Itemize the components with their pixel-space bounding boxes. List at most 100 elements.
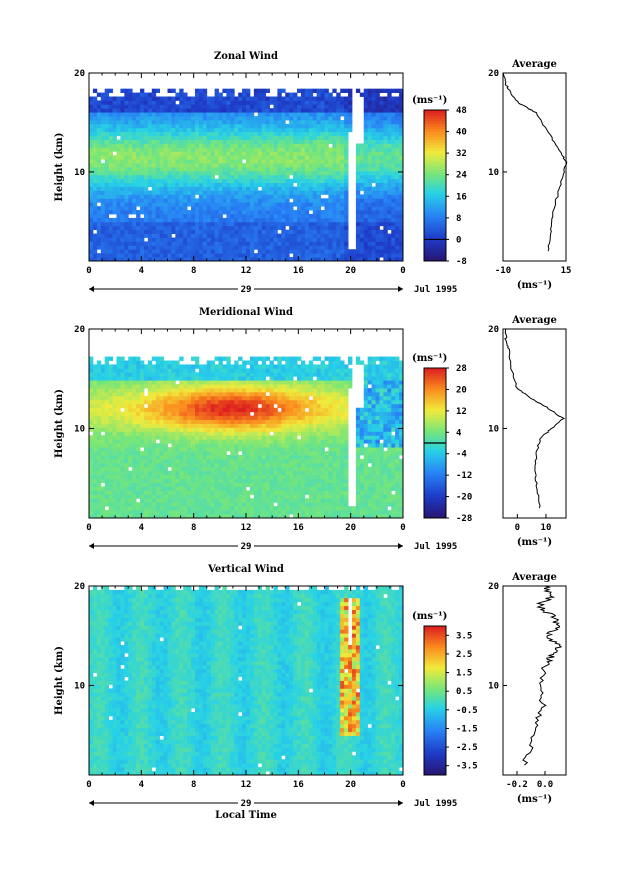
heatmap-cell <box>179 206 184 211</box>
heatmap-cell <box>187 427 192 432</box>
heatmap-cell <box>332 198 337 203</box>
heatmap-cell <box>194 127 200 133</box>
heatmap-cell <box>179 257 184 262</box>
heatmap-cell <box>316 229 321 234</box>
heatmap-cell <box>108 127 113 133</box>
heatmap-cell <box>100 395 106 401</box>
heatmap-cell <box>332 135 337 140</box>
heatmap-cell <box>222 170 227 176</box>
heatmap-cell <box>214 411 219 417</box>
heatmap-cell <box>234 455 239 460</box>
heatmap-cell <box>191 127 196 133</box>
heatmap-cell <box>96 170 102 176</box>
heatmap-cell <box>285 206 290 211</box>
heatmap-cell <box>89 159 94 164</box>
heatmap-cell <box>187 253 192 258</box>
heatmap-cell <box>100 217 106 223</box>
heatmap-cell <box>116 104 121 109</box>
heatmap-cell <box>143 245 149 250</box>
heatmap-cell <box>304 143 310 148</box>
heatmap-cell <box>167 470 172 476</box>
heatmap-cell <box>183 462 188 468</box>
heatmap-cell <box>112 470 117 476</box>
heatmap-cell <box>132 474 137 480</box>
heatmap-cell <box>261 147 267 152</box>
heatmap-cell <box>194 494 200 499</box>
heatmap-cell <box>395 253 400 258</box>
heatmap-cell <box>387 88 392 93</box>
heatmap-cell <box>175 155 180 160</box>
heatmap-cell <box>210 245 216 250</box>
heatmap-cell <box>202 155 208 160</box>
heatmap-cell <box>293 163 298 168</box>
heatmap-cell <box>379 214 384 219</box>
heatmap-cell <box>226 510 231 515</box>
heatmap-cell <box>179 108 184 113</box>
heatmap-cell <box>222 155 227 160</box>
heatmap-cell <box>104 423 110 428</box>
heatmap-cell <box>163 372 168 377</box>
heatmap-cell <box>226 411 231 417</box>
heatmap-cell <box>304 92 310 97</box>
heatmap-cell <box>242 233 247 238</box>
heatmap-cell <box>140 104 145 109</box>
heatmap-cell <box>320 198 325 203</box>
heatmap-cell <box>116 490 121 495</box>
heatmap-cell <box>191 170 196 176</box>
heatmap-cell <box>340 123 345 129</box>
heatmap-cell <box>89 155 94 160</box>
heatmap-cell <box>120 155 125 160</box>
heatmap-cell <box>320 112 325 117</box>
heatmap-cell <box>136 92 141 97</box>
heatmap-cell <box>112 462 117 468</box>
heatmap-cell <box>340 198 345 203</box>
heatmap-cell <box>155 245 161 250</box>
heatmap-cell <box>391 206 396 211</box>
heatmap-cell <box>238 210 243 215</box>
heatmap-cell <box>112 123 117 129</box>
heatmap-cell <box>281 174 286 180</box>
heatmap-cell <box>367 241 373 246</box>
heatmap-cell <box>143 399 149 405</box>
heatmap-cell <box>132 443 137 448</box>
heatmap-cell <box>202 253 208 258</box>
heatmap-cell <box>202 498 208 503</box>
heatmap-cell <box>198 447 204 452</box>
heatmap-cell <box>202 411 208 417</box>
heatmap-cell <box>379 237 384 242</box>
heatmap-cell <box>143 112 149 117</box>
heatmap-cell <box>89 407 94 413</box>
heatmap-cell <box>285 155 290 160</box>
heatmap-cell <box>175 257 180 262</box>
heatmap-cell <box>320 217 325 223</box>
heatmap-cell <box>210 163 216 168</box>
heatmap-cell <box>171 217 176 223</box>
heatmap-cell <box>273 214 278 219</box>
heatmap-cell <box>253 198 259 203</box>
heatmap-cell <box>249 186 255 191</box>
heatmap-cell <box>218 221 223 227</box>
heatmap-cell <box>214 478 219 483</box>
heatmap-cell <box>277 159 282 164</box>
heatmap-cell <box>289 151 294 156</box>
heatmap-cell <box>155 356 161 361</box>
heatmap-cell <box>96 123 102 129</box>
heatmap-cell <box>96 368 102 373</box>
heatmap-cell <box>96 376 102 381</box>
heatmap-cell <box>218 427 223 432</box>
heatmap-cell <box>222 225 227 231</box>
heatmap-cell <box>222 123 227 129</box>
heatmap-cell <box>226 214 231 219</box>
heatmap-cell <box>151 415 157 420</box>
heatmap-cell <box>234 249 239 254</box>
heatmap-cell <box>230 419 235 424</box>
heatmap-cell <box>159 245 164 250</box>
heatmap-cell <box>399 116 404 121</box>
heatmap-cell <box>375 190 380 195</box>
heatmap-cell <box>108 458 113 464</box>
heatmap-cell <box>218 170 223 176</box>
heatmap-cell <box>132 174 137 180</box>
heatmap-cell <box>238 257 243 262</box>
heatmap-cell <box>277 245 282 250</box>
heatmap-cell <box>147 190 153 195</box>
